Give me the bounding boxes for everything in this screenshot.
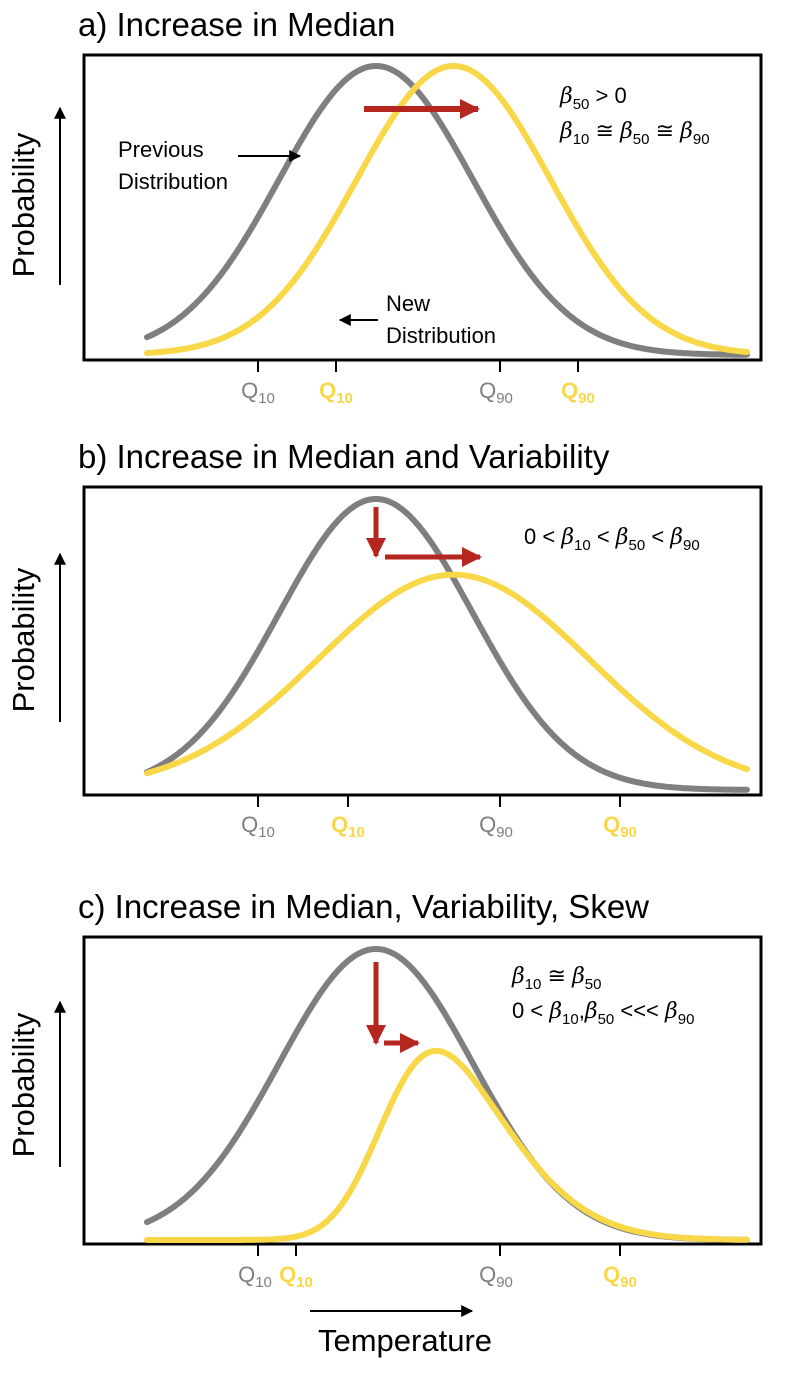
formula-text: 0 < <box>512 998 549 1023</box>
tick-subscript: 10 <box>258 390 275 407</box>
formula-text: < <box>591 524 616 549</box>
subscript: 50 <box>633 131 650 148</box>
new-distribution-label: New <box>386 291 430 316</box>
tick-label: Q10 <box>319 378 353 407</box>
panel-title: b) Increase in Median and Variability <box>78 438 610 475</box>
formula-text: < <box>645 524 670 549</box>
new-distribution-curve <box>144 1047 750 1243</box>
formula-text: ≅ <box>649 118 680 143</box>
tick-label: Q10 <box>241 812 275 841</box>
tick-letter: Q <box>479 812 496 837</box>
beta-symbol: β <box>571 964 585 989</box>
formula-line: β50 > 0 <box>559 83 627 113</box>
new-distribution-curve <box>144 63 750 356</box>
formula-line: 0 < β10,β50 <<< β90 <box>512 998 694 1028</box>
tick-label: Q10 <box>331 812 365 841</box>
tick-letter: Q <box>319 378 336 403</box>
beta-symbol: β <box>559 84 573 109</box>
tick-subscript: 90 <box>496 1274 513 1291</box>
formula-line: β10 ≅ β50 ≅ β90 <box>559 118 710 148</box>
panel-title: a) Increase in Median <box>78 6 395 43</box>
subscript: 10 <box>525 976 542 993</box>
tick-label: Q90 <box>479 378 513 407</box>
tick-letter: Q <box>279 1262 296 1287</box>
tick-letter: Q <box>603 1262 620 1287</box>
beta-symbol: β <box>560 525 574 550</box>
plot-frame <box>82 935 763 1246</box>
new-distribution-curve <box>144 571 750 777</box>
tick-subscript: 10 <box>258 824 275 841</box>
subscript: 90 <box>693 131 710 148</box>
tick-letter: Q <box>561 378 578 403</box>
subscript: 10 <box>573 131 590 148</box>
tick-label: Q90 <box>561 378 595 407</box>
subscript: 50 <box>598 1011 615 1028</box>
tick-letter: Q <box>241 812 258 837</box>
tick-label: Q10 <box>241 378 275 407</box>
tick-subscript: 10 <box>296 1274 313 1291</box>
beta-symbol: β <box>679 119 693 144</box>
beta-symbol: β <box>669 525 683 550</box>
panel-title: c) Increase in Median, Variability, Skew <box>78 888 649 925</box>
subscript: 10 <box>574 537 591 554</box>
tick-subscript: 10 <box>255 1274 272 1291</box>
tick-letter: Q <box>603 812 620 837</box>
subscript: 90 <box>683 537 700 554</box>
formula-text: ≅ <box>541 963 572 988</box>
tick-subscript: 90 <box>578 390 595 407</box>
previous-distribution-label: Previous <box>118 137 204 162</box>
y-axis-label: Probability <box>6 567 41 712</box>
x-axis-label: Temperature <box>318 1323 492 1358</box>
previous-distribution-label: Distribution <box>118 169 228 194</box>
beta-symbol: β <box>615 525 629 550</box>
subscript: 50 <box>573 96 590 113</box>
formula-text: > 0 <box>589 83 626 108</box>
formula-text: 0 < <box>524 524 561 549</box>
panel-c: c) Increase in Median, Variability, Skew… <box>6 888 763 1291</box>
tick-letter: Q <box>479 378 496 403</box>
beta-symbol: β <box>619 119 633 144</box>
beta-symbol: β <box>559 119 573 144</box>
tick-letter: Q <box>238 1262 255 1287</box>
tick-subscript: 90 <box>620 1274 637 1291</box>
new-distribution-label: Distribution <box>386 323 496 348</box>
beta-symbol: β <box>511 964 525 989</box>
tick-subscript: 90 <box>496 390 513 407</box>
beta-symbol: β <box>664 999 678 1024</box>
plot-frame <box>82 485 763 797</box>
tick-label: Q90 <box>603 812 637 841</box>
subscript: 50 <box>629 537 646 554</box>
plot-frame <box>82 53 763 362</box>
formula-text: <<< <box>614 998 665 1023</box>
panel-b: b) Increase in Median and Variability Pro… <box>6 438 763 841</box>
previous-distribution-curve <box>144 496 750 793</box>
formula-text: , <box>579 998 585 1023</box>
formula-line: 0 < β10 < β50 < β90 <box>524 524 700 554</box>
tick-subscript: 10 <box>336 390 353 407</box>
tick-label: Q10 <box>238 1262 272 1291</box>
tick-label: Q10 <box>279 1262 313 1291</box>
tick-letter: Q <box>479 1262 496 1287</box>
tick-subscript: 10 <box>348 824 365 841</box>
tick-subscript: 90 <box>496 824 513 841</box>
tick-letter: Q <box>331 812 348 837</box>
beta-symbol: β <box>548 999 562 1024</box>
formula-text: ≅ <box>589 118 620 143</box>
formula-line: β10 ≅ β50 <box>511 963 601 993</box>
beta-symbol: β <box>584 999 598 1024</box>
subscript: 50 <box>585 976 602 993</box>
y-axis-label: Probability <box>6 1012 41 1157</box>
subscript: 10 <box>562 1011 579 1028</box>
tick-label: Q90 <box>479 1262 513 1291</box>
previous-distribution-curve <box>144 63 750 358</box>
tick-subscript: 90 <box>620 824 637 841</box>
tick-label: Q90 <box>479 812 513 841</box>
previous-distribution-curve <box>144 946 750 1243</box>
subscript: 90 <box>678 1011 695 1028</box>
tick-letter: Q <box>241 378 258 403</box>
y-axis-label: Probability <box>6 132 41 277</box>
tick-label: Q90 <box>603 1262 637 1291</box>
